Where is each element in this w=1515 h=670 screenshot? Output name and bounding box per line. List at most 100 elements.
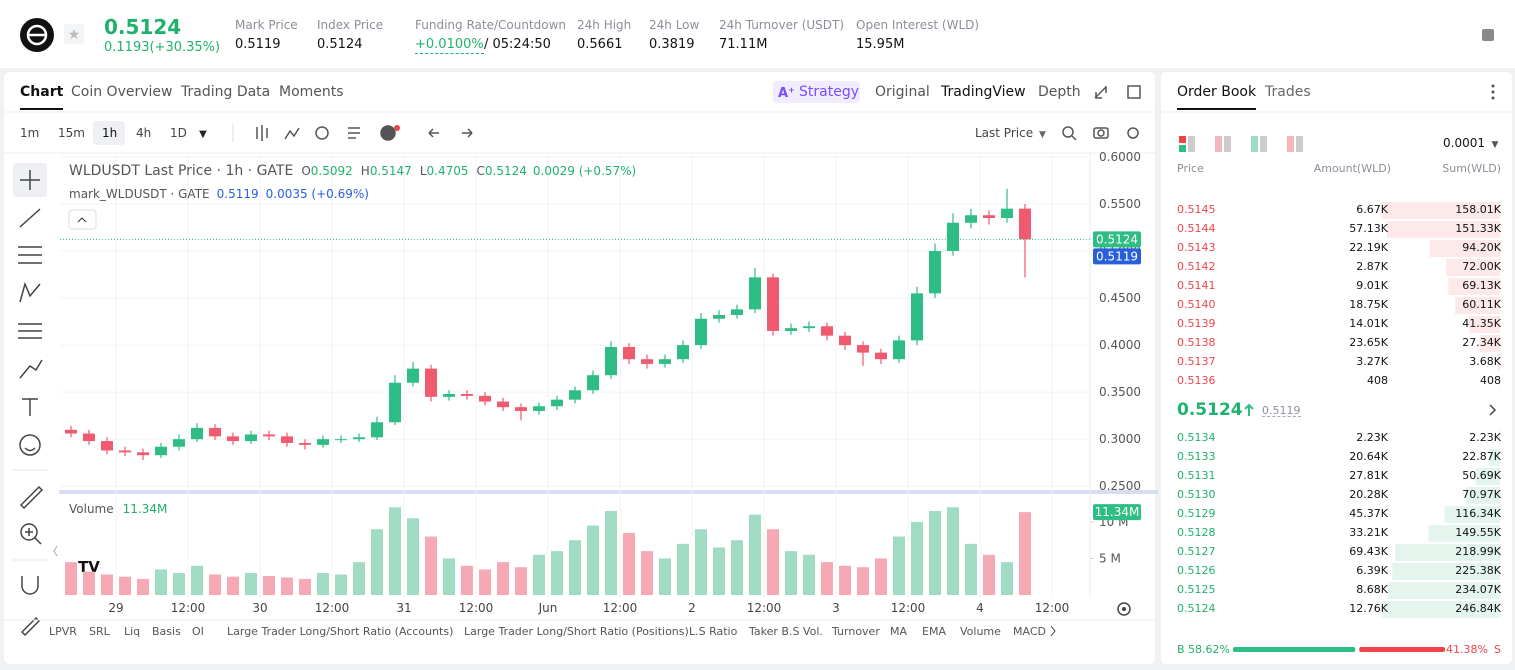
book-price: 0.5125 <box>1177 583 1216 596</box>
dropdown-arrow[interactable]: ▼ <box>1039 130 1046 140</box>
book-sum: 149.55K <box>1455 526 1501 539</box>
depth-bar <box>1446 259 1500 276</box>
indicator-tab[interactable]: Turnover <box>832 625 880 638</box>
last-price-label: 0.5124 <box>1096 232 1138 246</box>
dropdown-arrow[interactable]: ▼ <box>199 129 207 140</box>
menu-icon[interactable] <box>1482 29 1494 41</box>
volume-value: 11.34M <box>123 502 168 516</box>
book-price: 0.5141 <box>1177 279 1216 292</box>
indicator-tab[interactable]: OI <box>192 625 204 638</box>
collapse-button[interactable] <box>68 209 97 230</box>
strategy-button[interactable] <box>773 81 860 103</box>
indicator-tab[interactable]: Volume <box>960 625 1001 638</box>
indicator-tab[interactable]: MACD <box>1013 625 1046 638</box>
book-sum: 116.34K <box>1455 507 1501 520</box>
candle-body <box>497 401 509 408</box>
interval[interactable]: 1m <box>20 126 40 140</box>
volume-bar <box>965 543 977 595</box>
indicator-tab[interactable]: Taker B.S Vol. <box>749 625 823 638</box>
volume-bar <box>587 525 599 595</box>
book-tab[interactable]: Order Book <box>1177 85 1257 110</box>
drawing-tools[interactable] <box>18 170 44 637</box>
indicator-tab[interactable]: Basis <box>152 625 181 638</box>
tab[interactable]: Coin Overview <box>71 84 173 100</box>
candle-body <box>119 450 131 453</box>
candle-body <box>605 346 617 376</box>
book-price: 0.5129 <box>1177 507 1216 520</box>
star-icon[interactable]: ★ <box>68 27 81 43</box>
view-tab[interactable]: Strategy <box>799 84 859 100</box>
book-amount: 8.68K <box>1356 583 1388 596</box>
ai-icon[interactable]: A⁺ <box>778 86 795 101</box>
interval[interactable]: 1D <box>170 126 187 140</box>
indicator-tab[interactable]: SRL <box>89 625 110 638</box>
sell-ratio-bar <box>1359 647 1445 652</box>
toolbar-icons[interactable] <box>256 125 1139 141</box>
expand-icon[interactable] <box>1094 86 1107 99</box>
view-tab[interactable]: TradingView <box>941 84 1026 100</box>
candle-body <box>767 277 779 331</box>
stat-label: Funding Rate/Countdown <box>415 18 567 32</box>
indicator-tab[interactable]: Liq <box>124 625 141 638</box>
volume-bar <box>1019 512 1031 595</box>
book-sum: 94.20K <box>1462 241 1501 254</box>
volume-bar <box>659 558 671 595</box>
y-tick-label: 0.5500 <box>1099 197 1141 211</box>
indicator-tab[interactable]: Large Trader Long/Short Ratio (Accounts) <box>227 625 454 638</box>
favorite-button[interactable] <box>64 24 84 44</box>
tab[interactable]: Trading Data <box>181 84 271 100</box>
interval[interactable]: 1h <box>102 126 118 140</box>
book-view-icons[interactable] <box>1179 136 1303 152</box>
scroll-right[interactable] <box>1050 625 1056 637</box>
candle-body <box>929 250 941 294</box>
candle-body <box>533 406 545 411</box>
depth-bar <box>1469 316 1500 333</box>
precision[interactable]: 0.0001 <box>1443 136 1485 150</box>
depth-bar <box>1498 430 1500 447</box>
interval[interactable]: 15m <box>58 126 85 140</box>
y-tick-label: 0.4000 <box>1099 338 1141 352</box>
mark-price-tag <box>1093 248 1141 265</box>
tab[interactable]: Moments <box>279 84 344 100</box>
book-price: 0.5145 <box>1177 203 1216 216</box>
price-source[interactable]: Last Price <box>975 126 1034 140</box>
volume-bar <box>605 510 617 595</box>
x-tick-label: 12:00 <box>459 601 494 615</box>
window-icon[interactable] <box>1127 85 1141 99</box>
book-sum: 2.23K <box>1469 431 1501 444</box>
book-amount: 14.01K <box>1349 317 1388 330</box>
view-tab[interactable]: Depth <box>1038 84 1081 100</box>
indicator-tab[interactable]: L.S Ratio <box>689 625 738 638</box>
book-amount: 57.13K <box>1349 222 1388 235</box>
book-mark-price: 0.5119 <box>1262 404 1301 417</box>
collapse-icon[interactable] <box>77 217 87 223</box>
depth-bar <box>1497 354 1500 371</box>
indicator-tab[interactable]: LPVR <box>49 625 77 638</box>
depth-bar <box>1392 563 1500 580</box>
settings-icon[interactable] <box>1122 607 1126 611</box>
more-icon[interactable] <box>1491 84 1495 100</box>
tab[interactable]: Chart <box>20 85 64 110</box>
volume-bar <box>317 573 329 595</box>
indicator-tab[interactable]: Large Trader Long/Short Ratio (Positions… <box>464 625 689 638</box>
settings-icon[interactable] <box>1117 602 1131 616</box>
interval[interactable]: 4h <box>136 126 152 140</box>
indicator-tab[interactable]: EMA <box>922 625 946 638</box>
stat-label: Open Interest (WLD) <box>856 18 980 32</box>
y-tick-label: 0.3500 <box>1099 385 1141 399</box>
view-tab[interactable]: Original <box>875 84 930 100</box>
chart-legend: WLDUSDT Last Price · 1h · GATE O0.5092 H0.… <box>69 163 636 179</box>
candle-body <box>677 345 689 360</box>
book-tab[interactable]: Trades <box>1265 84 1311 100</box>
book-price: 0.5133 <box>1177 450 1216 463</box>
y-tick-label: 5 M <box>1099 551 1121 565</box>
candle-body <box>569 390 581 400</box>
scroll-left[interactable] <box>53 545 58 557</box>
chevron[interactable] <box>1489 404 1497 416</box>
volume-bar <box>263 576 275 595</box>
indicator-tab[interactable]: MA <box>890 625 908 638</box>
candle-body <box>317 439 329 445</box>
volume-bar <box>983 554 995 595</box>
dropdown-arrow[interactable]: ▼ <box>1492 140 1499 150</box>
candle-body <box>281 436 293 443</box>
